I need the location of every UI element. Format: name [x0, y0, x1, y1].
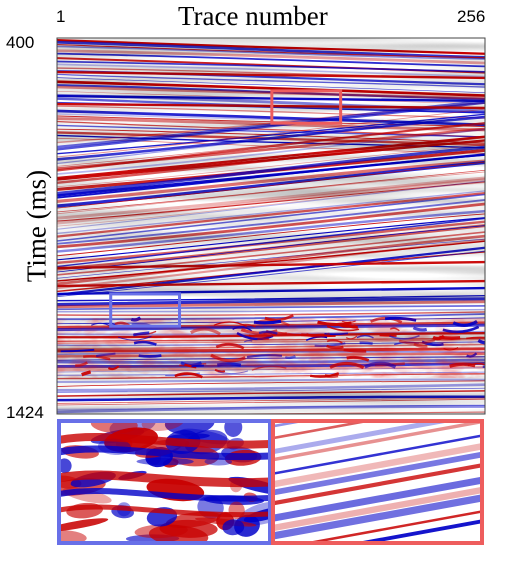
x-tick-end: 256	[457, 7, 486, 26]
inset-coherent	[273, 421, 482, 543]
chaotic-band	[57, 314, 485, 379]
main-panel	[57, 38, 485, 414]
y-tick-start: 400	[6, 33, 35, 52]
chaotic-zone-box	[109, 292, 182, 328]
y-tick-end: 1424	[6, 403, 44, 422]
inset-chaotic-frame	[57, 419, 272, 545]
coherent-zone-box	[270, 89, 343, 125]
inset-chaotic	[59, 421, 270, 543]
plot-frame	[56, 37, 486, 415]
chart-title: Trace number	[178, 1, 328, 31]
inset-coherent-frame	[271, 419, 484, 545]
x-tick-start: 1	[56, 7, 66, 26]
